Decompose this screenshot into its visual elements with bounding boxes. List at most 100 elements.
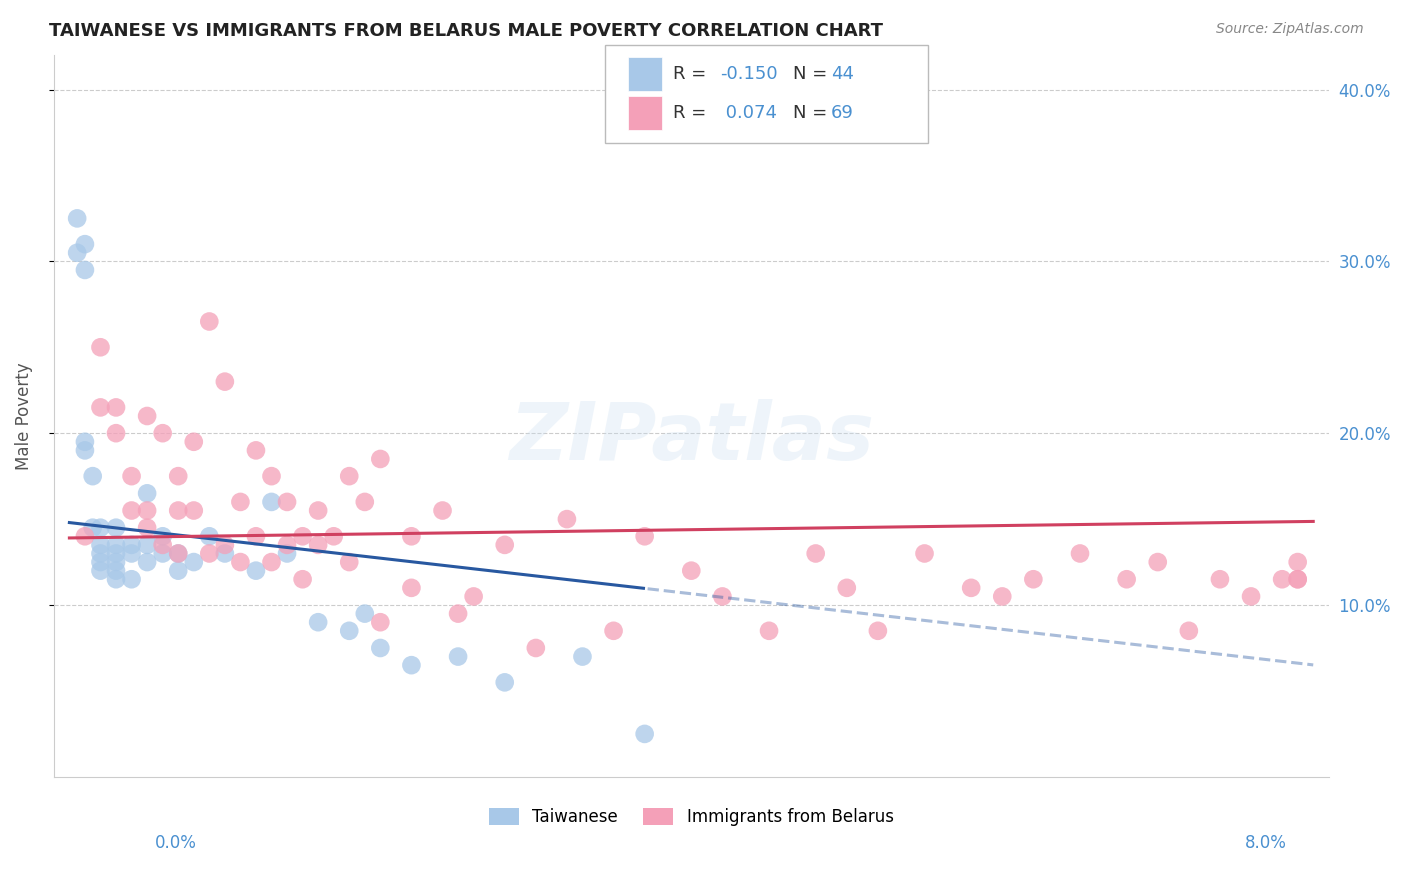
- Point: [322, 529, 344, 543]
- Point: [835, 581, 858, 595]
- Point: [307, 538, 329, 552]
- Point: [229, 495, 252, 509]
- Point: [198, 546, 221, 560]
- Point: [105, 521, 128, 535]
- Point: [276, 546, 298, 560]
- Point: [66, 245, 89, 260]
- Point: [1286, 555, 1309, 569]
- Point: [524, 640, 547, 655]
- Point: [214, 546, 236, 560]
- Point: [1209, 572, 1232, 586]
- Point: [447, 607, 470, 621]
- Point: [121, 572, 143, 586]
- Point: [121, 538, 143, 552]
- Point: [136, 538, 159, 552]
- Y-axis label: Male Poverty: Male Poverty: [15, 362, 32, 470]
- Point: [73, 529, 96, 543]
- Text: 44: 44: [831, 65, 853, 83]
- Text: 0.074: 0.074: [720, 104, 778, 122]
- Point: [73, 263, 96, 277]
- Point: [307, 503, 329, 517]
- Text: R =: R =: [673, 65, 713, 83]
- Point: [105, 426, 128, 441]
- Point: [229, 555, 252, 569]
- Point: [121, 469, 143, 483]
- Point: [73, 434, 96, 449]
- Point: [401, 581, 423, 595]
- Point: [1115, 572, 1137, 586]
- Point: [183, 434, 205, 449]
- Point: [370, 640, 392, 655]
- Point: [198, 314, 221, 328]
- Point: [73, 237, 96, 252]
- Text: 69: 69: [831, 104, 853, 122]
- Point: [353, 495, 375, 509]
- Point: [89, 340, 111, 354]
- Point: [866, 624, 889, 638]
- Point: [260, 469, 283, 483]
- Point: [89, 401, 111, 415]
- Legend: Taiwanese, Immigrants from Belarus: Taiwanese, Immigrants from Belarus: [489, 808, 894, 826]
- Point: [571, 649, 593, 664]
- Point: [804, 546, 827, 560]
- Point: [401, 529, 423, 543]
- Point: [555, 512, 578, 526]
- Point: [370, 452, 392, 467]
- Point: [711, 590, 734, 604]
- Point: [89, 538, 111, 552]
- Text: N =: N =: [793, 104, 832, 122]
- Point: [183, 555, 205, 569]
- Text: R =: R =: [673, 104, 713, 122]
- Text: ZIPatlas: ZIPatlas: [509, 399, 873, 476]
- Point: [89, 546, 111, 560]
- Text: TAIWANESE VS IMMIGRANTS FROM BELARUS MALE POVERTY CORRELATION CHART: TAIWANESE VS IMMIGRANTS FROM BELARUS MAL…: [49, 22, 883, 40]
- Point: [121, 503, 143, 517]
- Point: [152, 538, 174, 552]
- Point: [1271, 572, 1294, 586]
- Point: [214, 375, 236, 389]
- Point: [463, 590, 485, 604]
- Point: [167, 503, 190, 517]
- Point: [152, 546, 174, 560]
- Point: [634, 529, 657, 543]
- Point: [136, 409, 159, 423]
- Point: [198, 529, 221, 543]
- Point: [167, 469, 190, 483]
- Text: Source: ZipAtlas.com: Source: ZipAtlas.com: [1216, 22, 1364, 37]
- Point: [105, 546, 128, 560]
- Point: [245, 564, 267, 578]
- Point: [307, 615, 329, 630]
- Point: [401, 658, 423, 673]
- Point: [167, 564, 190, 578]
- Point: [1069, 546, 1091, 560]
- Point: [260, 555, 283, 569]
- Point: [82, 469, 104, 483]
- Point: [681, 564, 703, 578]
- Text: -0.150: -0.150: [720, 65, 778, 83]
- Point: [432, 503, 454, 517]
- Point: [73, 443, 96, 458]
- Point: [105, 538, 128, 552]
- Point: [245, 443, 267, 458]
- Point: [136, 555, 159, 569]
- Point: [214, 538, 236, 552]
- Point: [291, 572, 314, 586]
- Point: [1240, 590, 1263, 604]
- Point: [105, 401, 128, 415]
- Point: [494, 538, 516, 552]
- Point: [136, 521, 159, 535]
- Point: [82, 521, 104, 535]
- Point: [337, 624, 360, 638]
- Text: N =: N =: [793, 65, 832, 83]
- Point: [353, 607, 375, 621]
- Point: [447, 649, 470, 664]
- Point: [183, 503, 205, 517]
- Point: [105, 572, 128, 586]
- Point: [245, 529, 267, 543]
- Point: [66, 211, 89, 226]
- Point: [337, 555, 360, 569]
- Point: [1178, 624, 1201, 638]
- Point: [121, 546, 143, 560]
- Point: [1286, 572, 1309, 586]
- Point: [914, 546, 936, 560]
